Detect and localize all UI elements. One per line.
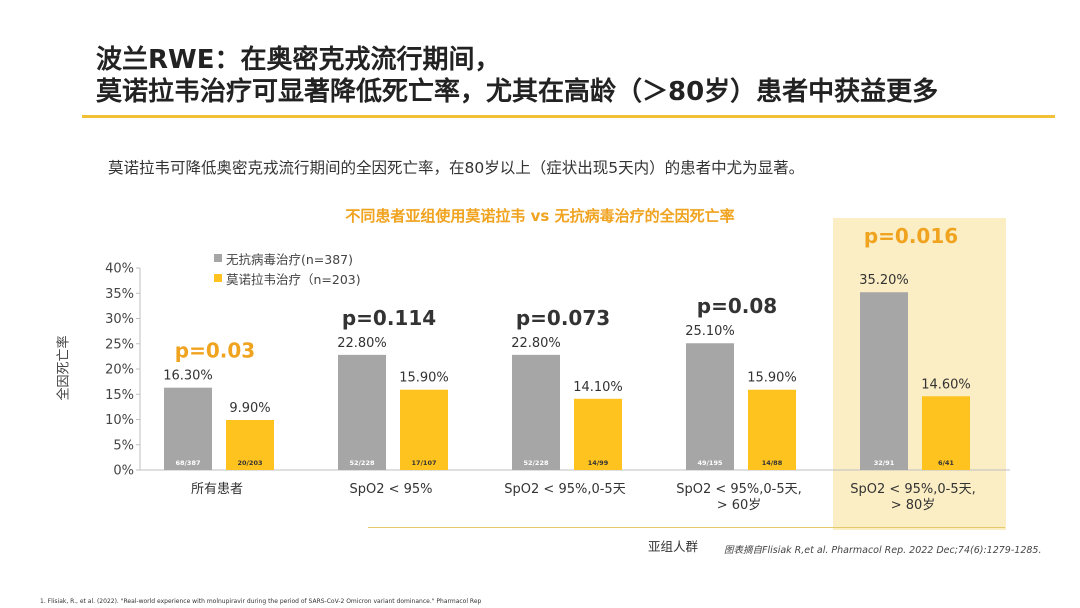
p-value-label: p=0.08 xyxy=(697,294,777,318)
legend-item-no-antiviral: 无抗病毒治疗(n=387) xyxy=(214,248,361,268)
y-tick-label: 35% xyxy=(105,287,134,302)
bar-no-antiviral xyxy=(512,354,560,470)
y-tick-label: 15% xyxy=(105,388,134,403)
y-tick-label: 20% xyxy=(105,363,134,378)
x-tick-label: SpO2 < 95% xyxy=(349,482,432,497)
data-label: 35.20% xyxy=(859,273,909,288)
y-tick-label: 10% xyxy=(105,413,134,428)
y-tick-label: 5% xyxy=(113,438,134,453)
data-label: 15.90% xyxy=(747,371,797,386)
y-tick-label: 40% xyxy=(105,262,134,277)
y-tick-label: 30% xyxy=(105,312,134,327)
count-label: 52/228 xyxy=(524,459,549,467)
bar-no-antiviral xyxy=(164,387,212,470)
bar-no-antiviral xyxy=(338,354,386,470)
x-tick-label: > 80岁 xyxy=(891,498,936,513)
data-label: 25.10% xyxy=(685,324,735,339)
legend: 无抗病毒治疗(n=387) 莫诺拉韦治疗（n=203) xyxy=(214,248,361,288)
footnote: 1. Flisiak, R., et al. (2022). "Real-wor… xyxy=(40,598,482,605)
p-value-label: p=0.073 xyxy=(516,306,610,330)
bar-molnupiravir xyxy=(226,420,274,470)
y-tick-label: 25% xyxy=(105,337,134,352)
x-tick-label: SpO2 < 95%,0-5天, xyxy=(850,482,976,497)
bar-no-antiviral xyxy=(686,343,734,470)
count-label: 52/228 xyxy=(350,459,375,467)
bar-molnupiravir xyxy=(922,396,970,470)
chart-source: 图表摘自Flisiak R,et al. Pharmacol Rep. 2022… xyxy=(724,545,1042,556)
data-label: 9.90% xyxy=(229,401,270,416)
x-axis-rule xyxy=(368,527,1005,528)
count-label: 14/88 xyxy=(762,459,783,467)
p-value-label: p=0.114 xyxy=(342,306,436,330)
x-tick-label: SpO2 < 95%,0-5天 xyxy=(504,482,625,497)
bar-molnupiravir xyxy=(748,389,796,470)
x-axis-title: 亚组人群 xyxy=(648,539,699,554)
count-label: 68/387 xyxy=(176,459,201,467)
data-label: 14.10% xyxy=(573,380,623,395)
count-label: 17/107 xyxy=(412,459,437,467)
legend-swatch-yellow xyxy=(214,274,222,282)
count-label: 49/195 xyxy=(698,459,723,467)
data-label: 14.60% xyxy=(921,377,971,392)
p-value-label: p=0.03 xyxy=(175,339,255,363)
p-value-label: p=0.016 xyxy=(864,224,958,248)
x-tick-label: > 60岁 xyxy=(717,498,762,513)
data-label: 22.80% xyxy=(511,336,561,351)
data-label: 22.80% xyxy=(337,336,387,351)
page-title: 波兰RWE：在奥密克戎流行期间， 莫诺拉韦治疗可显著降低死亡率，尤其在高龄（＞8… xyxy=(96,44,938,108)
count-label: 6/41 xyxy=(938,459,954,467)
data-label: 15.90% xyxy=(399,371,449,386)
legend-label: 无抗病毒治疗(n=387) xyxy=(226,251,354,267)
x-tick-label: 所有患者 xyxy=(191,482,243,497)
title-line-2: 莫诺拉韦治疗可显著降低死亡率，尤其在高龄（＞80岁）患者中获益更多 xyxy=(96,77,939,107)
legend-label: 莫诺拉韦治疗（n=203) xyxy=(226,271,361,287)
data-label: 16.30% xyxy=(163,369,213,384)
bar-molnupiravir xyxy=(400,389,448,470)
subtitle: 莫诺拉韦可降低奥密克戎流行期间的全因死亡率，在80岁以上（症状出现5天内）的患者… xyxy=(108,159,805,177)
y-tick-label: 0% xyxy=(113,464,134,479)
count-label: 14/99 xyxy=(588,459,609,467)
y-axis-title: 全因死亡率 xyxy=(56,335,72,401)
title-underline xyxy=(82,115,1055,118)
chart-title: 不同患者亚组使用莫诺拉韦 vs 无抗病毒治疗的全因死亡率 xyxy=(345,207,735,225)
bar-no-antiviral xyxy=(860,292,908,470)
count-label: 20/203 xyxy=(238,459,263,467)
legend-swatch-gray xyxy=(214,254,222,262)
count-label: 32/91 xyxy=(874,459,895,467)
title-line-1: 波兰RWE：在奥密克戎流行期间， xyxy=(96,45,501,75)
bar-molnupiravir xyxy=(574,398,622,470)
legend-item-molnupiravir: 莫诺拉韦治疗（n=203) xyxy=(214,268,361,288)
x-tick-label: SpO2 < 95%,0-5天, xyxy=(676,482,802,497)
